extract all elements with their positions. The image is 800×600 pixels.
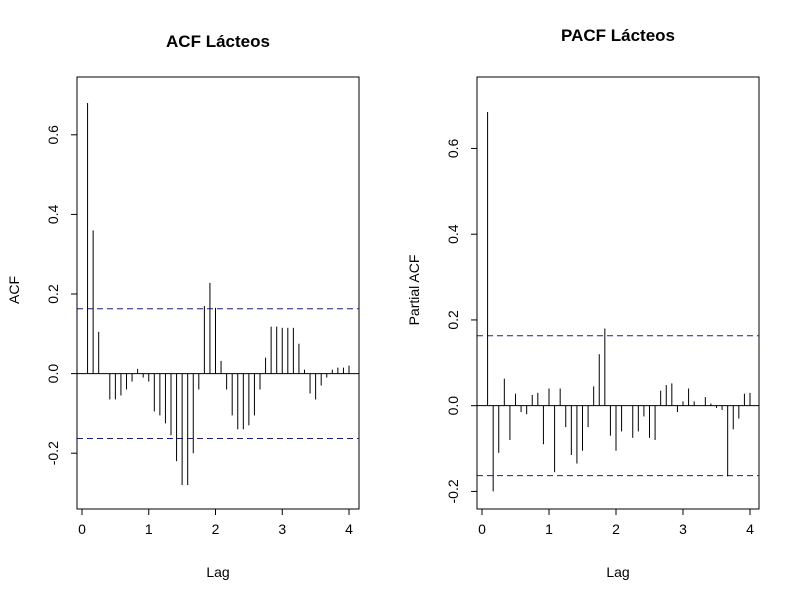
pacf-confidence-bounds [477, 335, 759, 477]
acf-confidence-bounds [77, 308, 359, 439]
pacf-y-axis: -0.2 0.0 0.2 0.4 0.6 [445, 139, 478, 503]
pacf-panel: PACF Lácteos Lag Partial ACF 0 1 2 3 4 -0.2 0… [406, 26, 760, 580]
acf-plot-frame [76, 76, 360, 510]
acf-y-axis: -0.2 0.0 0.2 0.4 0.6 [45, 125, 78, 465]
acf-y-tick-label: 0.4 [45, 204, 61, 224]
pacf-plot-frame [476, 76, 760, 510]
pacf-x-tick-label: 4 [746, 521, 754, 537]
pacf-spikes [487, 112, 751, 492]
pacf-ylabel: Partial ACF [406, 255, 422, 326]
pacf-y-tick-label: 0.2 [445, 310, 461, 330]
acf-x-tick-label: 1 [145, 521, 153, 537]
pacf-y-tick-label: -0.2 [445, 479, 461, 503]
pacf-x-tick-label: 1 [545, 521, 553, 537]
acf-panel: ACF Lácteos Lag ACF 0 1 2 3 4 -0.2 0.0 0.2 0.4 0… [6, 32, 360, 580]
pacf-x-tick-label: 0 [478, 521, 486, 537]
acf-x-tick-label: 0 [78, 521, 86, 537]
acf-ylabel: ACF [6, 276, 22, 304]
acf-y-tick-label: 0.0 [45, 364, 61, 384]
acf-spikes [87, 102, 350, 486]
acf-x-axis: 0 1 2 3 4 [78, 508, 353, 537]
acf-y-tick-label: 0.6 [45, 125, 61, 145]
pacf-x-tick-label: 2 [612, 521, 620, 537]
acf-y-tick-label: -0.2 [45, 441, 61, 465]
pacf-y-tick-label: 0.0 [445, 396, 461, 416]
pacf-x-tick-label: 3 [679, 521, 687, 537]
pacf-title: PACF Lácteos [561, 26, 675, 45]
acf-xlabel: Lag [206, 564, 229, 580]
acf-y-tick-label: 0.2 [45, 284, 61, 304]
pacf-y-tick-label: 0.6 [445, 139, 461, 159]
acf-x-tick-label: 3 [278, 521, 286, 537]
acf-x-tick-label: 4 [345, 521, 353, 537]
acf-x-tick-label: 2 [212, 521, 220, 537]
pacf-xlabel: Lag [606, 564, 629, 580]
pacf-y-tick-label: 0.4 [445, 224, 461, 244]
acf-title: ACF Lácteos [166, 32, 270, 51]
pacf-x-axis: 0 1 2 3 4 [478, 508, 754, 537]
